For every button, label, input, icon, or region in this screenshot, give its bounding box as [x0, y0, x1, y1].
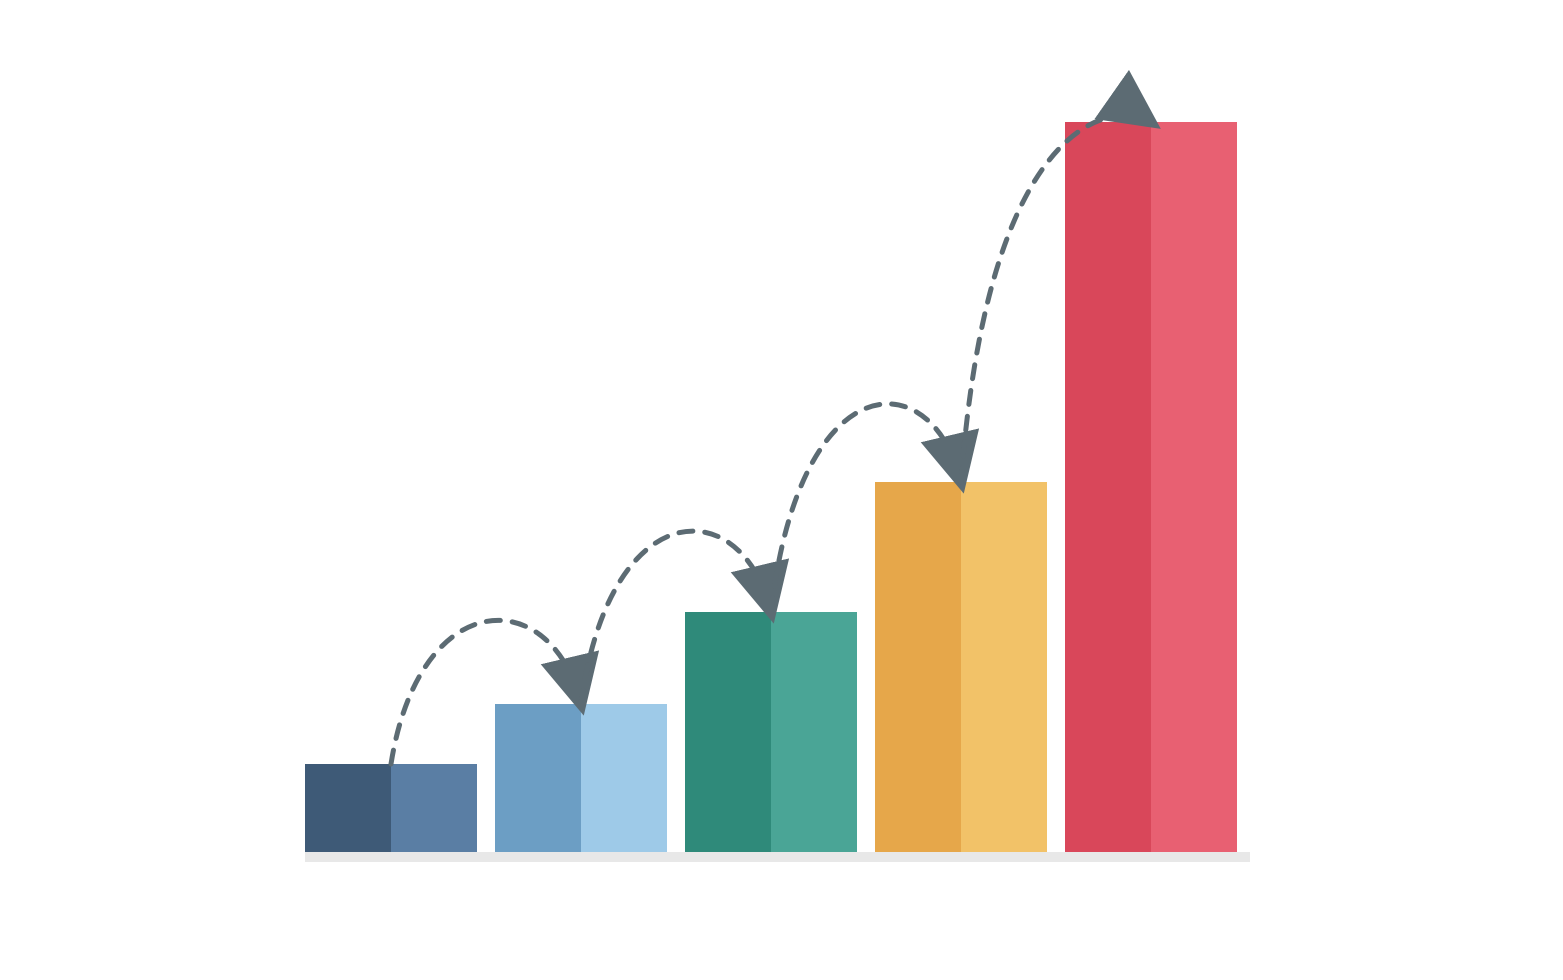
chart-baseline	[305, 852, 1250, 862]
growth-bar-chart	[0, 0, 1563, 980]
bar-3	[685, 612, 857, 852]
chart-stage	[0, 0, 1563, 980]
bar-1	[305, 764, 477, 852]
bar-2	[495, 704, 667, 852]
bar-5	[1065, 122, 1237, 852]
bar-4	[875, 482, 1047, 852]
